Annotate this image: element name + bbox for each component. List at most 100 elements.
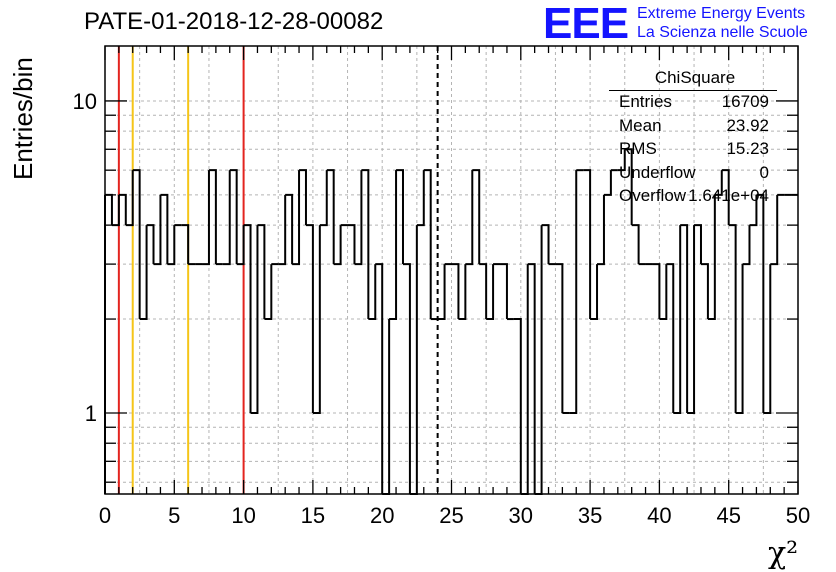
x-tick-label: 30 <box>509 503 533 528</box>
histogram-bin <box>749 194 758 227</box>
stats-label: Entries <box>619 92 672 111</box>
stats-label: RMS <box>619 139 657 158</box>
histogram-bin <box>416 170 425 227</box>
marker-lines <box>117 46 439 494</box>
histogram-bin <box>513 318 522 494</box>
histogram-bin <box>555 263 564 413</box>
histogram-bin <box>520 264 529 495</box>
histogram-bin <box>382 319 391 495</box>
histogram-bin <box>742 225 751 266</box>
histogram-bin <box>700 263 709 320</box>
x-tick-label: 5 <box>168 503 180 528</box>
stats-title: ChiSquare <box>654 68 736 87</box>
logo-line-2: La Scienza nelle Scuole <box>637 24 808 41</box>
x-tick-label: 35 <box>578 503 602 528</box>
histogram-bin <box>181 224 190 265</box>
histogram-bin <box>347 224 356 265</box>
stats-row: RMS 15.23 <box>609 137 781 161</box>
histogram-bin <box>500 263 508 320</box>
stats-divider <box>609 90 777 91</box>
histogram-bin <box>590 264 599 321</box>
x-tick-label: 45 <box>716 503 740 528</box>
x-tick-label: 10 <box>231 503 255 528</box>
histogram-bin <box>105 193 113 226</box>
y-axis-label: Entries/bin <box>8 57 38 180</box>
histogram-bin <box>229 169 238 265</box>
x-axis-label: χ² <box>768 536 799 571</box>
stats-value: 15.23 <box>726 139 769 158</box>
histogram-bin <box>402 263 411 494</box>
histogram-bin <box>631 224 640 265</box>
x-tick-label: 0 <box>99 503 111 528</box>
histogram-bin <box>534 225 543 495</box>
histogram-bin <box>527 263 536 494</box>
stats-row: Entries 16709 <box>609 90 781 114</box>
stats-label: Underflow <box>619 162 696 182</box>
histogram-bin <box>333 225 342 266</box>
stats-row: Mean 23.92 <box>609 114 781 138</box>
histogram-bin <box>292 170 301 266</box>
histogram-bin <box>264 264 273 321</box>
stats-row: Overflow 1.641e+04 <box>609 184 781 208</box>
x-tick-label: 50 <box>786 503 810 528</box>
histogram-bin <box>694 224 702 265</box>
stats-value: 1.641e+04 <box>688 186 769 205</box>
histogram-bin <box>617 149 626 172</box>
histogram-bin <box>202 170 210 266</box>
axis-ticks <box>104 46 799 494</box>
y-tick-label: 10 <box>73 89 97 114</box>
x-tick-label: 40 <box>647 503 671 528</box>
histogram-bin <box>312 225 321 414</box>
stats-row: Underflow 0 <box>609 161 781 185</box>
histogram-bin <box>721 169 730 226</box>
histogram-bin <box>763 264 772 414</box>
histogram-bin <box>680 224 689 413</box>
histogram-bin <box>208 169 217 265</box>
histogram-bin <box>707 194 716 321</box>
histogram-bin <box>486 264 495 321</box>
histogram-bin <box>375 263 384 494</box>
histogram-bin <box>714 170 723 196</box>
logo-line-1: Extreme Energy Events <box>637 5 806 22</box>
stats-value: 0 <box>759 162 769 182</box>
histogram-bin <box>326 169 335 265</box>
chart-title: PATE-01-2018-12-28-00082 <box>84 8 384 35</box>
x-tick-label: 25 <box>439 503 463 528</box>
histogram-bin <box>659 264 668 321</box>
histogram-bin <box>437 264 446 321</box>
histogram-bin <box>222 170 231 266</box>
histogram-bin <box>728 224 737 413</box>
histogram-bin <box>111 194 120 227</box>
histogram-bin <box>125 170 134 227</box>
histogram-bin <box>361 169 370 320</box>
histogram-bin <box>153 194 162 266</box>
stats-value: 23.92 <box>726 115 769 135</box>
histogram-bin <box>465 170 474 266</box>
histogram-bin <box>118 193 127 226</box>
histogram-bin <box>583 169 592 320</box>
histogram-bin <box>603 170 612 196</box>
histogram-bin <box>250 225 259 414</box>
histogram-bin <box>396 169 404 265</box>
histogram-bin <box>666 263 675 413</box>
histogram-bin <box>451 263 460 320</box>
stats-value: 16709 <box>721 92 769 111</box>
histogram-bin <box>160 193 169 265</box>
stats-label: Mean <box>619 115 662 135</box>
histogram-bin <box>139 225 148 321</box>
histogram-bin <box>687 225 696 414</box>
histogram-bin <box>458 264 467 321</box>
histogram-bin <box>167 225 176 266</box>
histogram-bin <box>479 263 488 320</box>
y-tick-label: 1 <box>85 401 97 426</box>
histogram-bin <box>652 263 661 320</box>
histogram-bin <box>243 224 252 413</box>
histogram-bin <box>423 169 432 320</box>
tick-labels: 0 5 10 15 20 25 30 35 40 45 50 1 10 <box>73 89 811 528</box>
histogram-bin <box>299 169 307 226</box>
histogram-bin <box>409 225 418 495</box>
histogram-bin <box>756 193 765 413</box>
eee-logo: EEE <box>543 0 629 48</box>
histogram-bin <box>472 169 481 265</box>
